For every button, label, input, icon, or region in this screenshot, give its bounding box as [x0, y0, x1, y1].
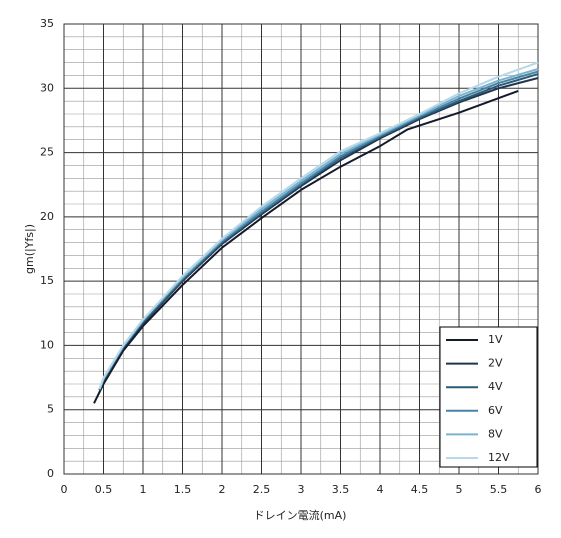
y-tick-label: 5: [47, 403, 54, 416]
x-tick-label: 3.5: [332, 483, 350, 496]
y-axis-label: gm(|Yfs|): [23, 224, 36, 274]
x-tick-label: 1.5: [174, 483, 192, 496]
x-tick-label: 0: [61, 483, 68, 496]
x-tick-label: 3: [298, 483, 305, 496]
legend-label: 4V: [488, 380, 503, 393]
y-tick-label: 30: [40, 81, 54, 94]
x-tick-label: 5: [456, 483, 463, 496]
y-tick-label: 15: [40, 274, 54, 287]
plot-border: [63, 23, 539, 475]
y-tick-label: 35: [40, 17, 54, 30]
x-tick-label: 4: [377, 483, 384, 496]
legend-label: 6V: [488, 404, 503, 417]
x-tick-label: 1: [140, 483, 147, 496]
y-tick-label: 10: [40, 338, 54, 351]
x-tick-label: 0.5: [95, 483, 113, 496]
series-line: [98, 61, 539, 390]
x-axis-label: ドレイン電流(mA): [254, 508, 347, 522]
x-tick-label: 5.5: [490, 483, 508, 496]
x-tick-label: 4.5: [411, 483, 429, 496]
legend-label: 2V: [488, 357, 503, 370]
y-tick-label: 20: [40, 210, 54, 223]
series-line: [93, 89, 519, 404]
x-tick-label: 6: [535, 483, 542, 496]
legend-label: 1V: [488, 333, 503, 346]
y-tick-label: 0: [47, 467, 54, 480]
legend-box: [439, 326, 538, 468]
x-tick-label: 2.5: [253, 483, 271, 496]
x-tick-label: 2: [219, 483, 226, 496]
legend-label: 12V: [488, 451, 510, 464]
legend-label: 8V: [488, 427, 503, 440]
y-tick-label: 25: [40, 146, 54, 159]
legend: 1V 2V 4V 6V 8V 12V: [439, 326, 538, 468]
